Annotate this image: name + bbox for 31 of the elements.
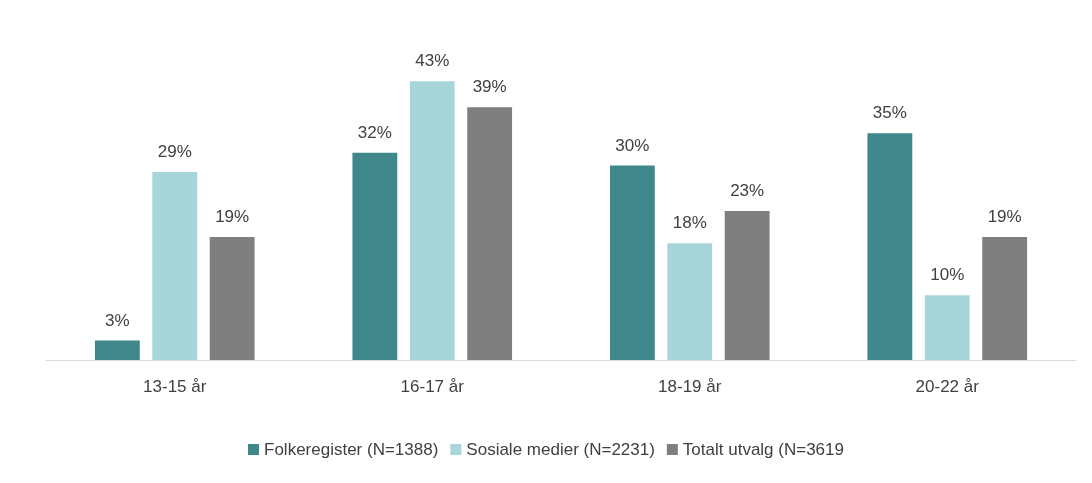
data-label: 18% xyxy=(672,213,707,233)
bar xyxy=(467,107,513,360)
data-label: 23% xyxy=(730,180,765,200)
bar xyxy=(352,152,398,360)
legend-label: Sosiale medier (N=2231) xyxy=(466,440,655,459)
data-label: 19% xyxy=(215,206,250,226)
bar xyxy=(94,340,140,360)
legend-label: Folkeregister (N=1388) xyxy=(264,440,439,459)
x-tick-label: 13-15 år xyxy=(143,377,207,396)
bar xyxy=(867,133,913,360)
data-label: 29% xyxy=(157,142,192,162)
data-label: 10% xyxy=(930,265,965,285)
data-label: 43% xyxy=(415,51,450,71)
x-tick-label: 18-19 år xyxy=(658,377,722,396)
bar xyxy=(924,295,970,360)
bar xyxy=(409,81,455,360)
bar xyxy=(609,165,655,360)
data-label: 39% xyxy=(472,77,507,97)
data-label: 32% xyxy=(357,122,392,142)
bar xyxy=(724,210,770,360)
bar xyxy=(982,236,1028,360)
x-tick-label: 20-22 år xyxy=(915,377,980,396)
x-tick-label: 16-17 år xyxy=(400,377,465,396)
bar xyxy=(667,243,713,360)
bar xyxy=(152,172,198,360)
data-label: 35% xyxy=(872,103,907,123)
data-label: 30% xyxy=(615,135,650,155)
bar xyxy=(209,236,255,360)
legend-label: Totalt utvalg (N=3619 xyxy=(682,440,844,459)
data-label: 19% xyxy=(987,206,1022,226)
data-label: 3% xyxy=(105,310,130,330)
